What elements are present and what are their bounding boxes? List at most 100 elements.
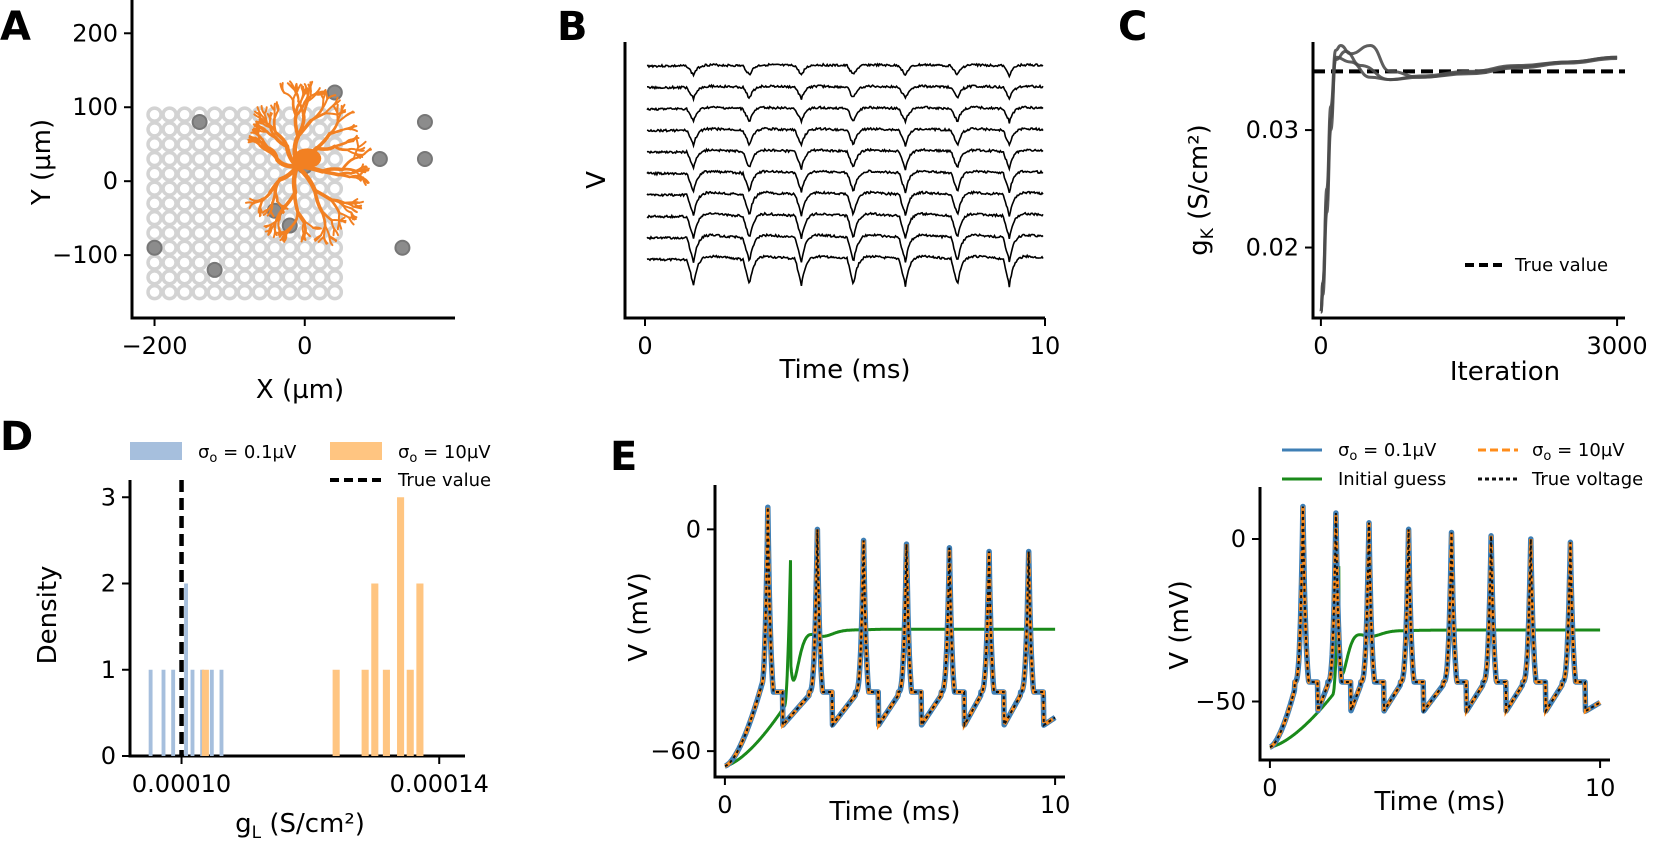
panel-c-xlabel: Iteration	[1450, 357, 1560, 387]
grid-site	[326, 283, 344, 301]
grid-site	[146, 135, 163, 153]
grid-site	[251, 269, 268, 286]
grid-site	[146, 106, 163, 123]
bar-large-noise	[406, 669, 414, 756]
dendrite-branch	[251, 137, 258, 142]
grid-site	[206, 239, 223, 256]
neuron-morphology	[245, 80, 372, 247]
panel-d-legend-small-sub: o	[209, 451, 217, 466]
bar-large-noise	[416, 583, 424, 756]
panel-a-x-tick-label: −200	[122, 332, 188, 360]
grid-site	[311, 121, 329, 138]
voltage-trace	[647, 83, 1044, 103]
grid-site	[221, 239, 238, 256]
bar-small-noise	[184, 583, 188, 756]
voltage-trace	[646, 211, 1044, 240]
panel-d-legend-large-rest: = 10µV	[417, 442, 491, 463]
dendrite-branch	[254, 110, 262, 116]
grid-site	[146, 269, 163, 286]
panel-e-legend-large-sub: o	[1543, 449, 1551, 464]
panel-c-ylabel-unit: (S/cm²)	[1184, 124, 1214, 228]
grid-site	[161, 269, 178, 286]
panel-d-legend-true: True value	[397, 470, 491, 491]
grid-site	[161, 254, 178, 271]
panel-b-x-tick-label: 10	[1030, 332, 1061, 360]
panel-d-xlabel-unit: (S/cm²)	[261, 809, 365, 839]
dendrite-branch	[350, 211, 358, 219]
voltage-trace	[646, 147, 1044, 172]
bar-large-noise	[201, 669, 209, 756]
dendrite-branch	[303, 230, 307, 241]
panel-e-right-axes	[1258, 487, 1610, 762]
grid-site	[191, 283, 208, 301]
grid-site	[236, 224, 253, 242]
grid-site	[251, 180, 268, 197]
grid-site	[146, 165, 163, 183]
gk-estimate-line	[1319, 55, 1618, 314]
panel-c-legend-true-label: True value	[1514, 255, 1608, 276]
grid-site	[206, 180, 223, 197]
panel-d-xlabel-main: g	[235, 809, 252, 839]
voltage-trace	[646, 232, 1044, 263]
grid-site	[251, 283, 268, 301]
dendrite-branch	[357, 140, 367, 149]
grid-site	[221, 195, 238, 212]
panel-a-x-tick-label: 0	[297, 332, 312, 360]
panel-d-ylabel: Density	[33, 566, 63, 665]
grid-site	[206, 165, 223, 183]
dendrite-branch	[289, 80, 296, 91]
grid-site	[221, 165, 238, 183]
dendrite-branch	[328, 235, 334, 247]
panel-e-legend-small-main: σ	[1338, 440, 1349, 461]
grid-site	[311, 135, 329, 153]
bar-small-noise	[190, 669, 195, 756]
grid-site	[146, 195, 163, 212]
dendrite-branch	[348, 176, 358, 179]
panel-e-right-ticks: 0 10 −50 0	[1195, 525, 1615, 802]
grid-site	[266, 283, 283, 301]
dendrite-branch	[281, 82, 286, 94]
grid-site	[236, 121, 253, 138]
dendrite-branch	[275, 102, 280, 111]
grid-site	[206, 224, 223, 242]
recording-site	[394, 239, 411, 256]
grid-site	[176, 106, 193, 123]
grid-site	[206, 121, 223, 138]
panel-e-legend-large-rest: = 10µV	[1551, 440, 1625, 461]
dendrite-branch	[361, 176, 370, 184]
grid-site	[161, 135, 178, 153]
voltage-trace	[646, 105, 1044, 125]
grid-site	[281, 283, 298, 301]
grid-site	[206, 106, 223, 123]
panel-c-ticks: 0 3000 0.02 0.03	[1246, 116, 1648, 360]
grid-site	[146, 254, 163, 271]
dendrite-branch	[338, 221, 343, 230]
dendrite-branch	[348, 216, 355, 226]
ER-lines-y-tick-label: 0	[1231, 525, 1246, 553]
grid-site	[146, 224, 163, 242]
dendrite-branch	[257, 206, 261, 214]
grid-site	[206, 209, 223, 227]
sigma-small-line	[722, 504, 1058, 769]
grid-site	[191, 254, 208, 271]
bar-small-noise	[219, 669, 224, 756]
bar-large-noise	[382, 669, 390, 756]
panel-d-xlabel-sub: L	[252, 823, 262, 841]
grid-site	[191, 269, 208, 286]
dendrite-branch	[340, 104, 343, 114]
panel-c-x-tick-label: 3000	[1587, 332, 1648, 360]
panel-e-legend-small-sub: o	[1349, 449, 1357, 464]
grid-site	[161, 224, 178, 242]
dendrite-branch	[333, 228, 339, 237]
panel-a-grid-plot: −200 0 −100 0 100 200 X (µm) Y (µm)	[27, 0, 455, 405]
grid-site	[221, 283, 238, 301]
panel-a-ticks: −200 0 −100 0 100 200	[52, 19, 312, 360]
dendrite-branch	[320, 167, 344, 174]
grid-site	[296, 195, 314, 212]
EL-lines-x-tick-label: 0	[717, 791, 732, 819]
dendrite-branch	[277, 227, 281, 236]
dendrite-branch	[363, 147, 372, 155]
voltage-trace	[646, 253, 1044, 288]
panel-e-legend-true: True voltage	[1531, 469, 1643, 490]
panel-e-right-ylabel: V (mV)	[1165, 580, 1195, 669]
